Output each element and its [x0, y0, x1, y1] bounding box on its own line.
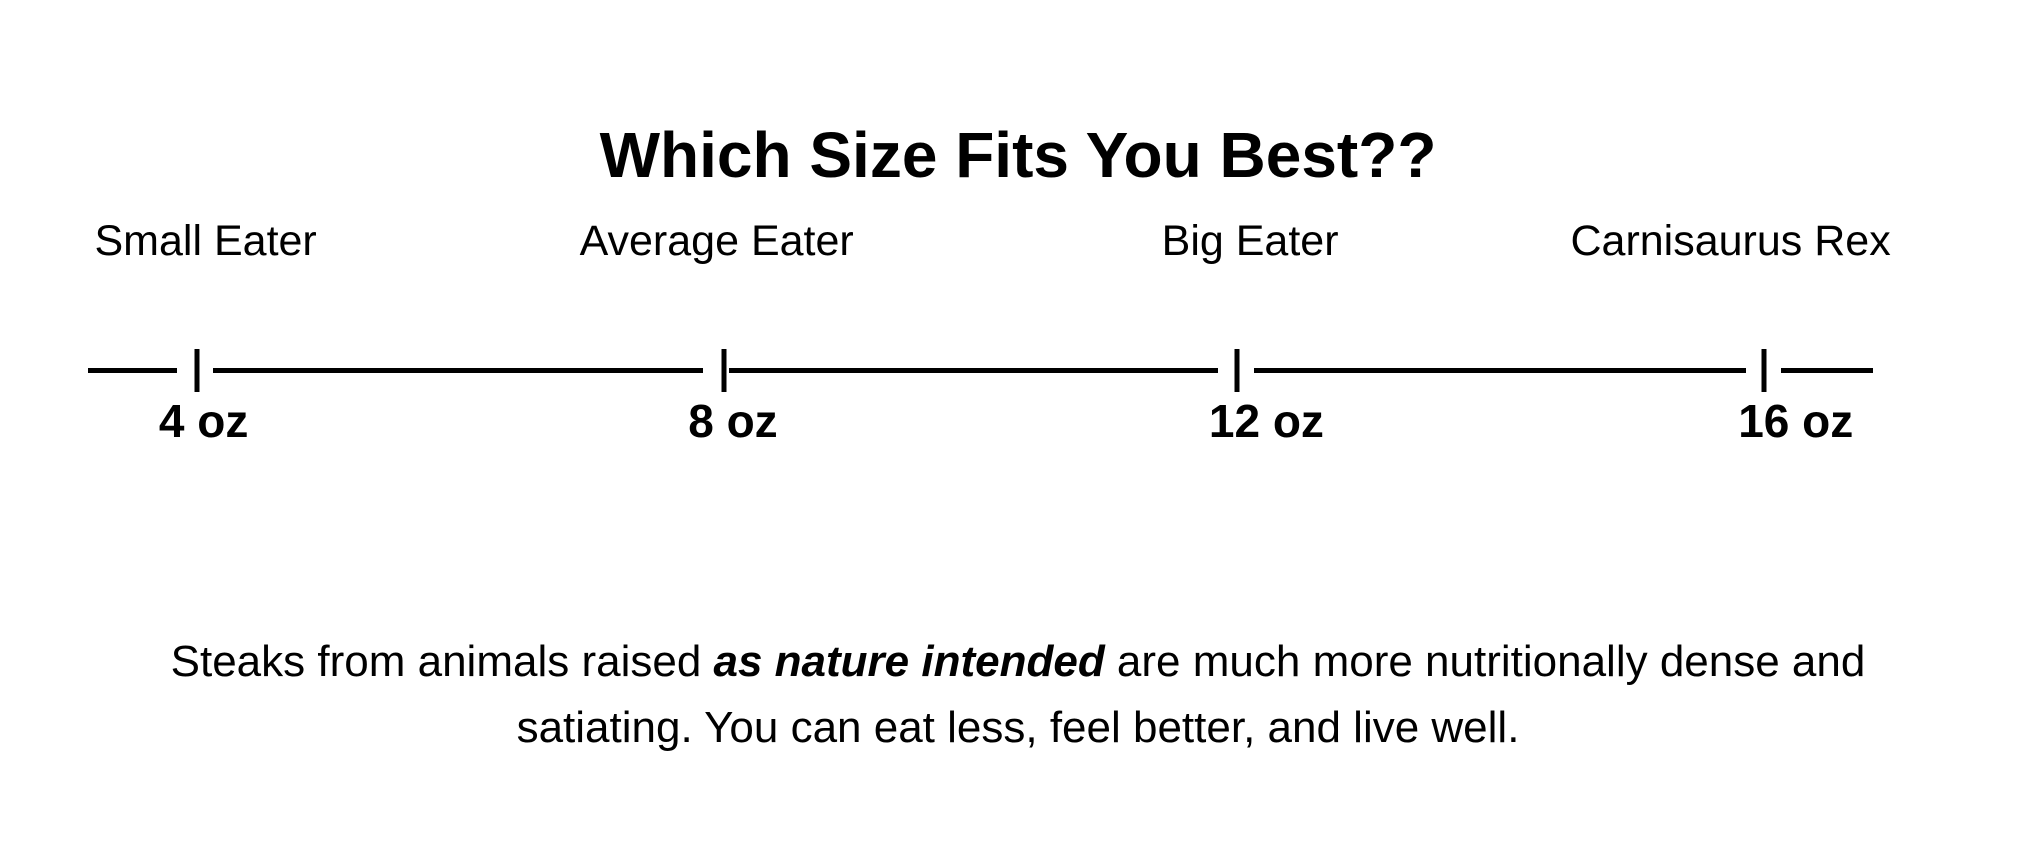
description-rest: are much more nutritionally dense and sa… — [516, 637, 1866, 752]
page-title: Which Size Fits You Best?? — [599, 118, 1437, 191]
scale-line-segment — [1781, 368, 1874, 373]
size-label-16oz: 16 oz — [1738, 395, 1854, 447]
scale-tick-8oz — [721, 349, 727, 392]
scale-line-segment — [87, 368, 177, 373]
scale-line-segment — [1253, 368, 1747, 373]
scale-line-segment — [212, 368, 704, 373]
scale-tick-16oz — [1761, 349, 1767, 392]
description-paragraph: Steaks from animals raised as nature int… — [78, 629, 1958, 761]
scale-tick-4oz — [194, 349, 200, 392]
scale-tick-12oz — [1234, 349, 1240, 392]
size-label-4oz: 4 oz — [158, 395, 249, 447]
description-emphasis: as nature intended — [713, 637, 1105, 686]
size-label-8oz: 8 oz — [688, 395, 778, 447]
description-lead: Steaks from animals raised — [170, 637, 714, 686]
scale-line-segment — [729, 368, 1218, 373]
eater-label-small: Small Eater — [94, 217, 317, 265]
eater-label-average: Average Eater — [579, 217, 854, 265]
eater-label-big: Big Eater — [1161, 217, 1339, 265]
eater-label-carnisaurus: Carnisaurus Rex — [1570, 217, 1891, 265]
size-label-12oz: 12 oz — [1208, 395, 1324, 447]
